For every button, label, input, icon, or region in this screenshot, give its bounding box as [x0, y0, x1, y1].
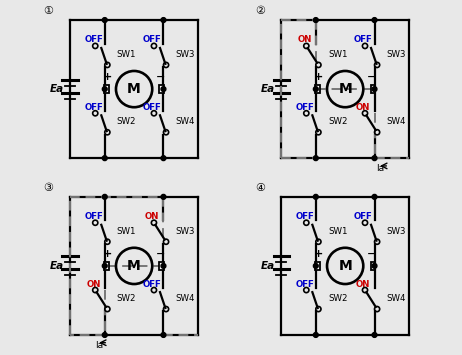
- Text: OFF: OFF: [84, 212, 103, 221]
- Text: SW4: SW4: [176, 294, 195, 303]
- Text: SW2: SW2: [117, 294, 136, 303]
- Text: −: −: [156, 249, 165, 259]
- Text: +: +: [314, 249, 323, 259]
- Text: M: M: [127, 82, 141, 96]
- Text: SW4: SW4: [387, 118, 406, 126]
- Text: SW2: SW2: [328, 294, 347, 303]
- FancyBboxPatch shape: [371, 85, 375, 93]
- FancyBboxPatch shape: [104, 262, 109, 270]
- Circle shape: [313, 333, 318, 337]
- Text: ②: ②: [255, 6, 265, 16]
- Text: Ea: Ea: [49, 84, 63, 94]
- Text: ③: ③: [43, 183, 54, 193]
- Text: SW3: SW3: [387, 227, 406, 236]
- Circle shape: [313, 195, 318, 199]
- Circle shape: [103, 18, 107, 22]
- Text: SW3: SW3: [176, 50, 195, 59]
- Text: M: M: [127, 259, 141, 273]
- Text: ①: ①: [43, 6, 54, 16]
- Text: OFF: OFF: [295, 279, 314, 289]
- Text: SW3: SW3: [176, 227, 195, 236]
- Text: SW3: SW3: [387, 50, 406, 59]
- Text: SW2: SW2: [117, 118, 136, 126]
- Text: Ia: Ia: [377, 164, 384, 173]
- FancyBboxPatch shape: [159, 85, 164, 93]
- Circle shape: [103, 333, 107, 337]
- Text: OFF: OFF: [84, 36, 103, 44]
- Text: SW1: SW1: [117, 50, 136, 59]
- Text: M: M: [338, 82, 352, 96]
- Text: SW1: SW1: [328, 227, 347, 236]
- Text: Ia: Ia: [96, 341, 103, 350]
- Text: ON: ON: [356, 103, 371, 112]
- Text: OFF: OFF: [354, 212, 373, 221]
- Text: Ea: Ea: [261, 84, 274, 94]
- Text: −: −: [367, 249, 376, 259]
- Text: ON: ON: [86, 279, 101, 289]
- Text: ON: ON: [298, 36, 312, 44]
- Text: −: −: [367, 72, 376, 82]
- Circle shape: [103, 263, 107, 268]
- Text: Ea: Ea: [49, 261, 63, 271]
- Text: OFF: OFF: [143, 36, 162, 44]
- Text: OFF: OFF: [84, 103, 103, 112]
- Circle shape: [313, 263, 318, 268]
- Circle shape: [372, 18, 377, 22]
- Circle shape: [103, 195, 107, 199]
- Text: +: +: [103, 72, 112, 82]
- Circle shape: [372, 156, 377, 160]
- Text: −: −: [156, 72, 165, 82]
- Circle shape: [103, 156, 107, 160]
- Circle shape: [313, 87, 318, 92]
- Circle shape: [103, 87, 107, 92]
- Circle shape: [161, 195, 166, 199]
- Text: +: +: [103, 249, 112, 259]
- Text: SW2: SW2: [328, 118, 347, 126]
- Circle shape: [161, 87, 166, 92]
- Text: OFF: OFF: [295, 103, 314, 112]
- Text: SW4: SW4: [387, 294, 406, 303]
- FancyBboxPatch shape: [371, 262, 375, 270]
- Circle shape: [372, 263, 377, 268]
- Text: ON: ON: [145, 212, 159, 221]
- Text: M: M: [338, 259, 352, 273]
- FancyBboxPatch shape: [315, 85, 320, 93]
- Circle shape: [372, 195, 377, 199]
- Circle shape: [161, 263, 166, 268]
- Text: ON: ON: [356, 279, 371, 289]
- Text: OFF: OFF: [295, 212, 314, 221]
- Circle shape: [313, 18, 318, 22]
- Text: Ea: Ea: [261, 261, 274, 271]
- Circle shape: [313, 156, 318, 160]
- Text: OFF: OFF: [143, 103, 162, 112]
- Circle shape: [372, 333, 377, 337]
- FancyBboxPatch shape: [104, 85, 109, 93]
- Text: ④: ④: [255, 183, 265, 193]
- Circle shape: [161, 18, 166, 22]
- Text: OFF: OFF: [143, 279, 162, 289]
- FancyBboxPatch shape: [159, 262, 164, 270]
- Circle shape: [372, 87, 377, 92]
- Circle shape: [161, 333, 166, 337]
- FancyBboxPatch shape: [315, 262, 320, 270]
- Text: SW4: SW4: [176, 118, 195, 126]
- Circle shape: [161, 156, 166, 160]
- Text: OFF: OFF: [354, 36, 373, 44]
- Text: SW1: SW1: [328, 50, 347, 59]
- Text: +: +: [314, 72, 323, 82]
- Text: SW1: SW1: [117, 227, 136, 236]
